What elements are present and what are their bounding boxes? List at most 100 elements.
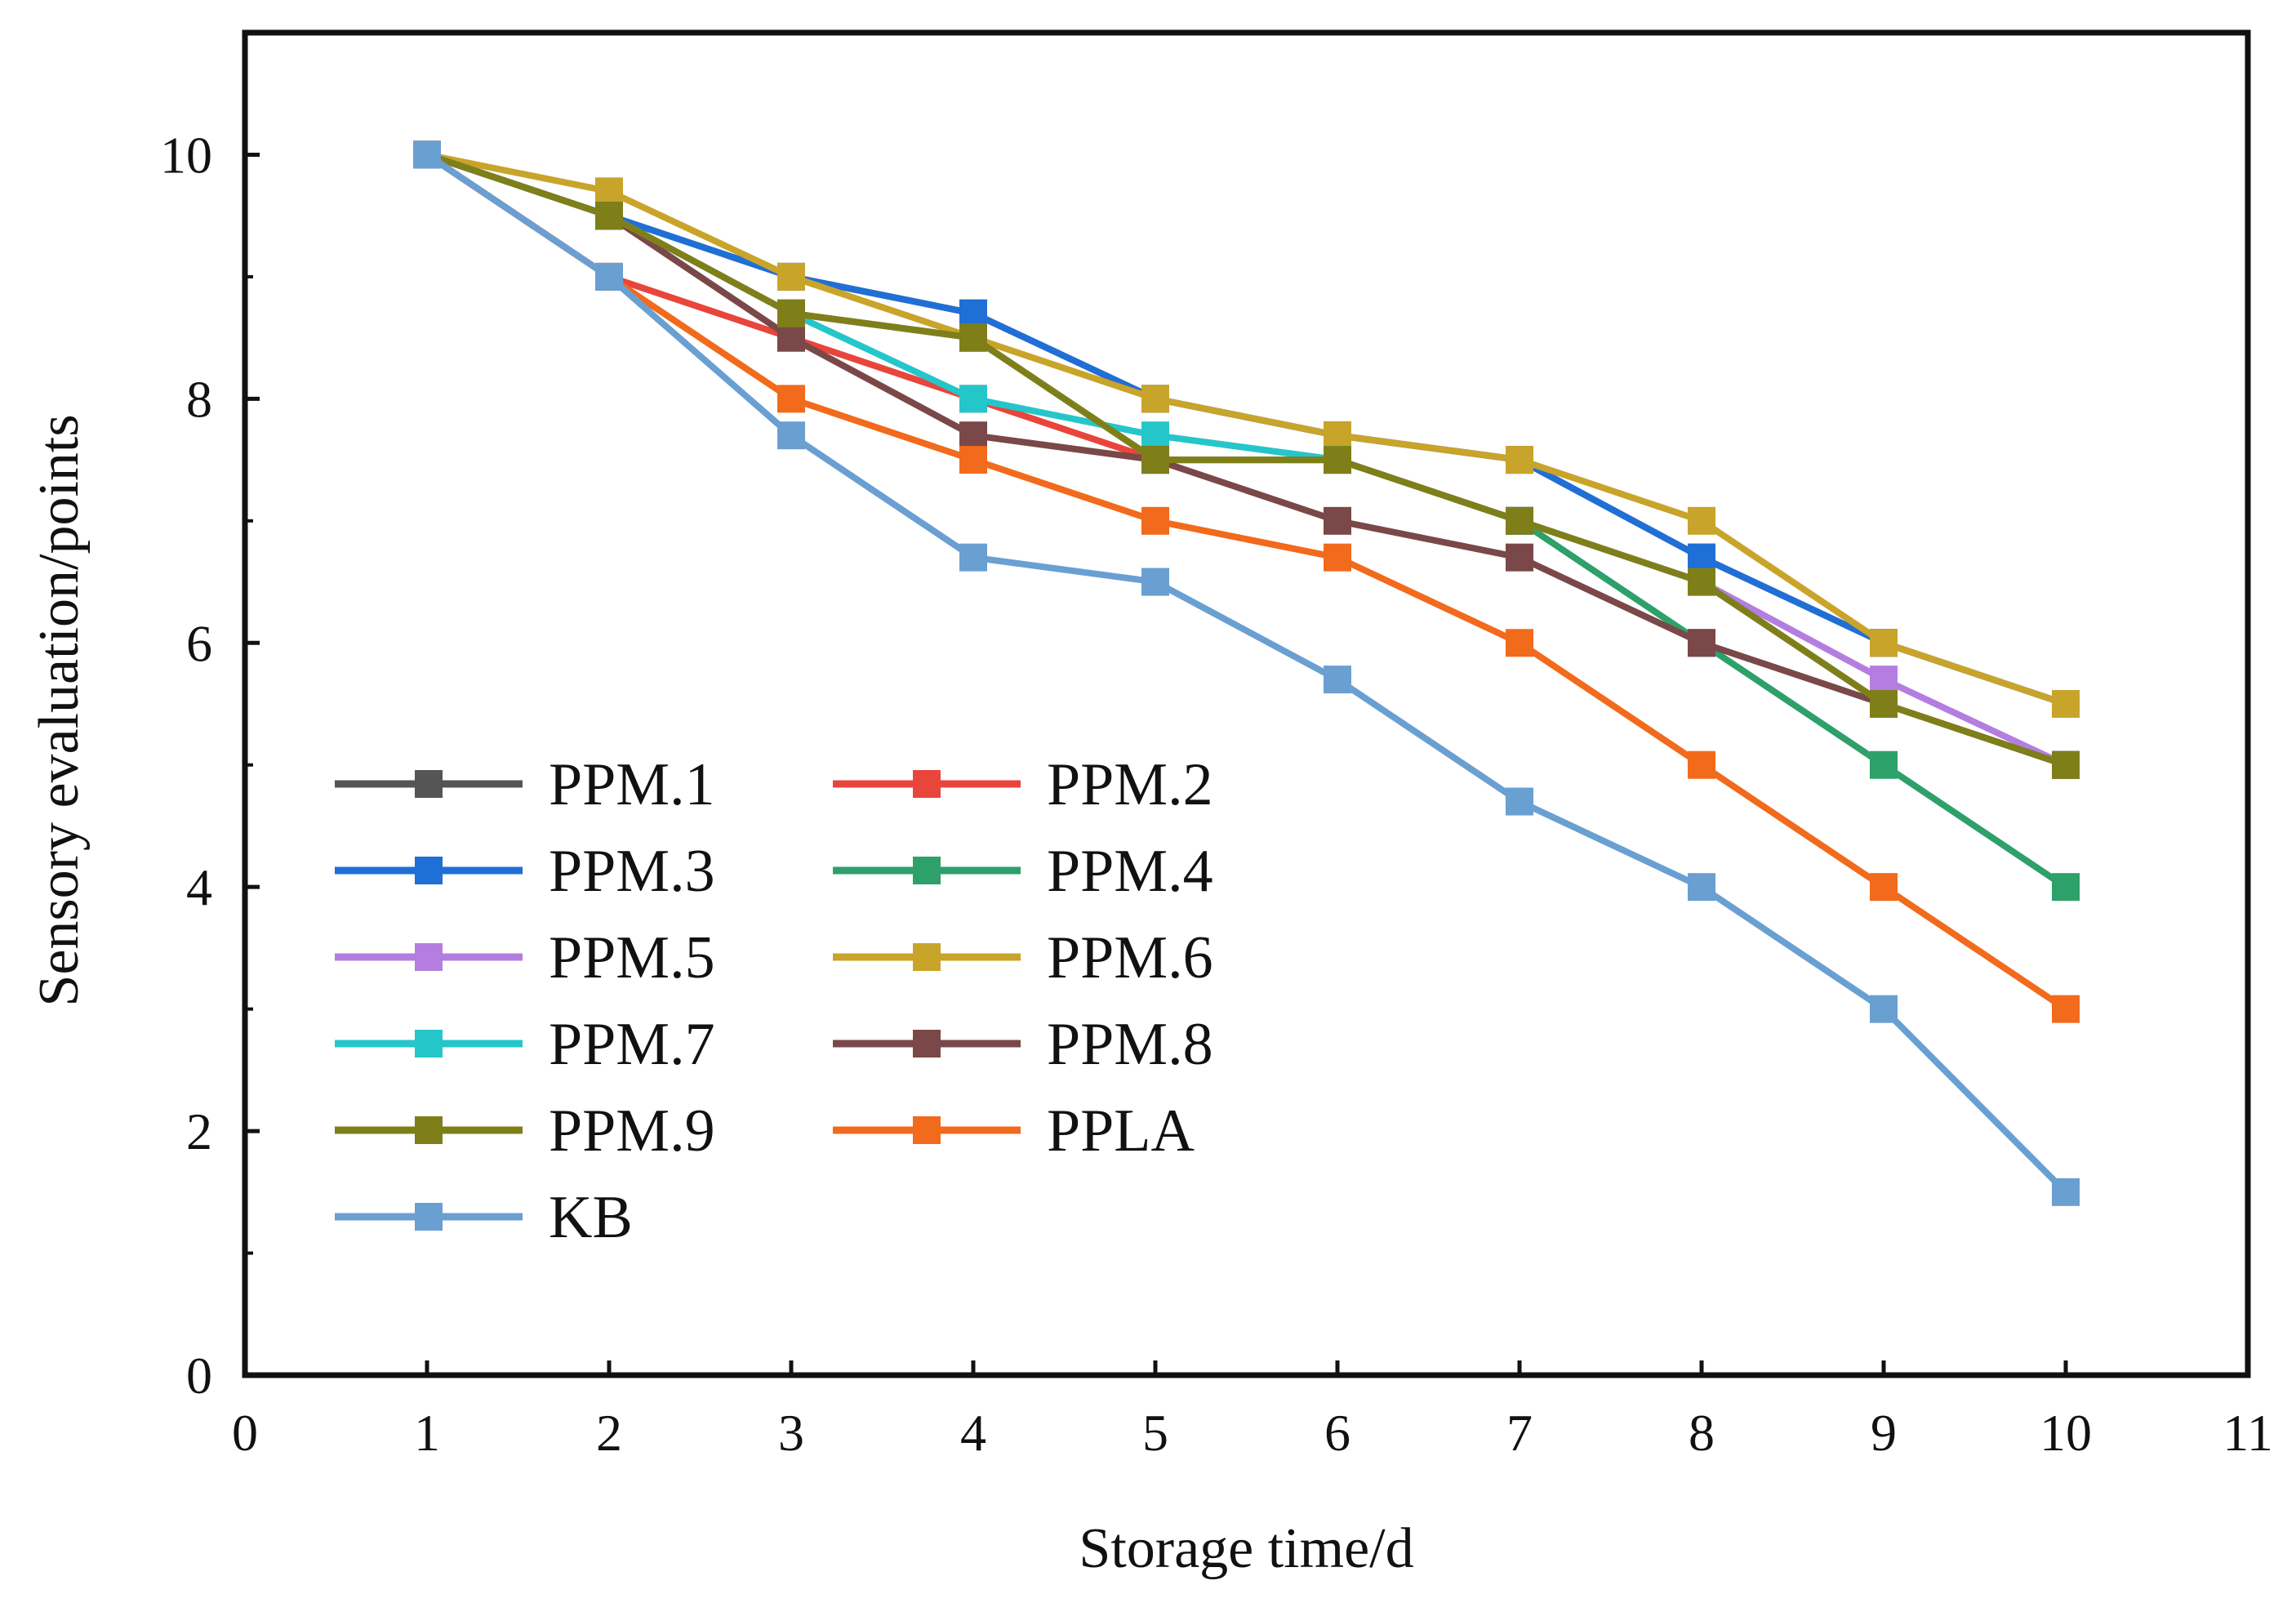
data-point	[1324, 666, 1351, 694]
data-point	[1141, 446, 1169, 474]
y-tick-label: 2	[186, 1102, 212, 1160]
legend-marker	[913, 770, 941, 798]
x-tick-label: 4	[960, 1404, 986, 1462]
data-point	[959, 446, 987, 474]
legend-item: PPM.6	[833, 924, 1213, 991]
data-point	[1870, 666, 1898, 694]
legend-label: PPLA	[1047, 1098, 1195, 1164]
legend-label: PPM.4	[1047, 838, 1213, 905]
legend-marker	[415, 1116, 443, 1144]
y-tick-label: 8	[186, 370, 212, 428]
data-point	[777, 323, 805, 352]
x-tick-label: 3	[778, 1404, 804, 1462]
legend-item: PPM.8	[833, 1011, 1213, 1078]
data-point	[1688, 629, 1715, 657]
data-point	[2052, 995, 2080, 1023]
axis-ticks: 0 1 2 3 4 5 6 7 8 9 10 11 0 2 4 6 8 10	[160, 126, 2273, 1462]
data-point	[595, 202, 623, 230]
data-point	[2052, 873, 2080, 902]
y-tick-label: 6	[186, 614, 212, 672]
x-tick-label: 6	[1324, 1404, 1350, 1462]
data-point	[595, 177, 623, 206]
x-tick-label: 11	[2223, 1404, 2273, 1462]
x-tick-label: 1	[414, 1404, 440, 1462]
x-axis-title: Storage time/d	[1079, 1517, 1413, 1580]
series-line	[425, 151, 2067, 768]
legend-item: PPM.7	[335, 1011, 715, 1078]
x-tick-label: 7	[1506, 1404, 1533, 1462]
legend-item: PPM.5	[335, 924, 715, 991]
y-tick-label: 4	[186, 858, 212, 916]
x-tick-label: 2	[596, 1404, 622, 1462]
data-point	[1506, 543, 1533, 572]
legend-marker	[913, 1116, 941, 1144]
data-point	[959, 421, 987, 450]
data-point	[1506, 787, 1533, 816]
x-tick-label: 5	[1142, 1404, 1168, 1462]
data-point	[2052, 750, 2080, 779]
x-tick-label: 0	[232, 1404, 258, 1462]
legend-label: KB	[549, 1184, 633, 1251]
data-point	[1506, 629, 1533, 657]
data-point	[1141, 385, 1169, 413]
data-point	[413, 140, 441, 169]
legend-item: PPM.9	[335, 1098, 715, 1164]
legend-label: PPM.2	[1047, 751, 1213, 818]
data-point	[1870, 873, 1898, 902]
data-point	[1506, 506, 1533, 535]
data-point	[1688, 543, 1715, 572]
legend-marker	[913, 943, 941, 971]
x-tick-label: 8	[1689, 1404, 1715, 1462]
data-point	[1870, 750, 1898, 779]
x-tick-label: 10	[2040, 1404, 2092, 1462]
legend-marker	[415, 1030, 443, 1058]
plot-frame	[242, 29, 2251, 1378]
legend-label: PPM.3	[549, 838, 715, 905]
series-line	[425, 152, 2068, 1195]
data-point	[959, 323, 987, 352]
legend-item: PPM.2	[833, 751, 1213, 818]
data-point	[1870, 690, 1898, 718]
series-layer	[413, 140, 2080, 1206]
y-tick-label: 0	[186, 1347, 212, 1405]
data-point	[959, 299, 987, 327]
data-point	[1688, 750, 1715, 779]
legend-marker	[415, 770, 443, 798]
data-point	[777, 385, 805, 413]
legend: PPM.1 PPM.2 PPM.3 PPM.4 PPM.5 PPM.6 PPM.7 PPM.8…	[335, 751, 1213, 1251]
data-point	[1141, 506, 1169, 535]
series-kb	[413, 140, 2080, 1206]
data-point	[1870, 995, 1898, 1023]
legend-item: KB	[335, 1184, 633, 1251]
legend-label: PPM.9	[549, 1098, 715, 1164]
data-point	[1688, 568, 1715, 596]
legend-marker	[415, 943, 443, 971]
data-point	[1688, 506, 1715, 535]
legend-label: PPM.6	[1047, 924, 1213, 991]
data-point	[1324, 446, 1351, 474]
legend-item: PPM.4	[833, 838, 1213, 905]
data-point	[2052, 690, 2080, 718]
legend-label: PPM.7	[549, 1011, 715, 1078]
y-axis-title: Sensory evaluation/points	[28, 414, 91, 1006]
legend-marker	[415, 857, 443, 884]
data-point	[1324, 543, 1351, 572]
data-point	[595, 262, 623, 291]
data-point	[1324, 421, 1351, 450]
legend-marker	[913, 857, 941, 884]
legend-item: PPLA	[833, 1098, 1195, 1164]
legend-item: PPM.1	[335, 751, 715, 818]
data-point	[1141, 568, 1169, 596]
data-point	[959, 385, 987, 413]
legend-marker	[913, 1030, 941, 1058]
legend-item: PPM.3	[335, 838, 715, 905]
data-point	[1688, 873, 1715, 902]
data-point	[2052, 1178, 2080, 1206]
legend-label: PPM.1	[549, 751, 715, 818]
legend-label: PPM.8	[1047, 1011, 1213, 1078]
series-line	[425, 151, 2067, 768]
legend-label: PPM.5	[549, 924, 715, 991]
legend-marker	[415, 1203, 443, 1231]
